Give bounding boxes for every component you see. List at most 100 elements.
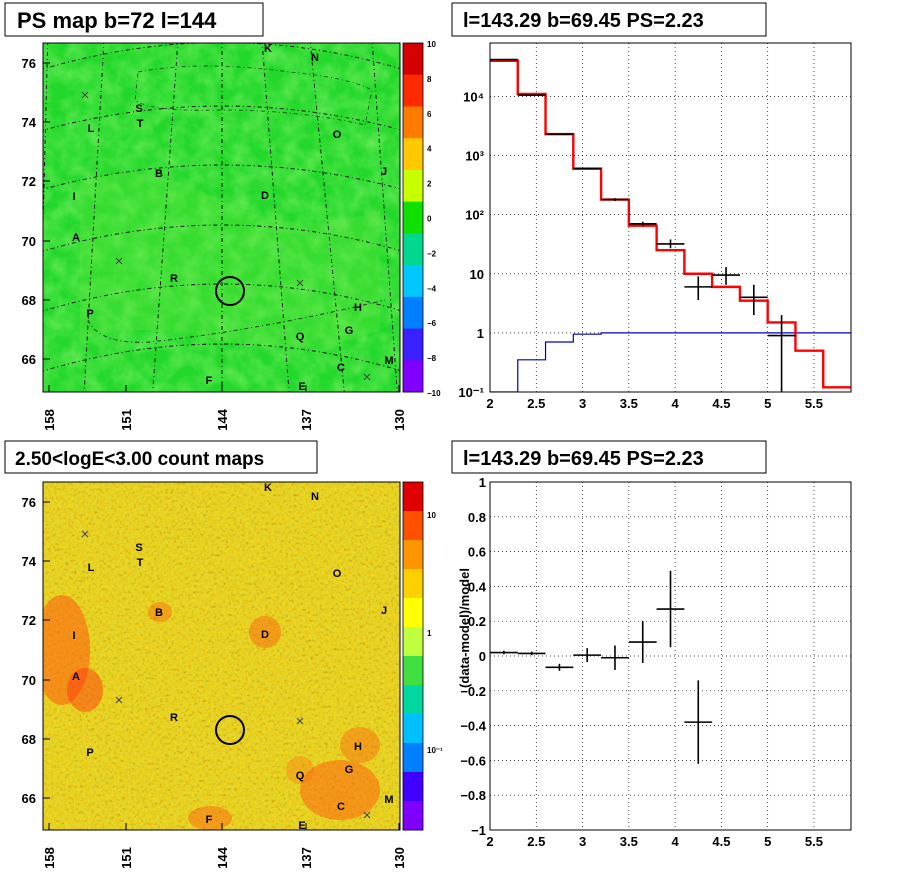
lat-tick-label: 70 — [22, 673, 36, 688]
colorbar-frame — [402, 481, 424, 831]
colorbar-band — [403, 169, 423, 203]
residual-x-tick-label: 3 — [579, 834, 586, 849]
source-label-G: G — [345, 325, 354, 337]
spectrum-ps-model-line — [490, 332, 851, 392]
lat-tick-label: 74 — [22, 554, 37, 569]
residual-y-tick-label: 0.6 — [468, 545, 486, 560]
colorbar-tick-label: 2 — [427, 180, 432, 189]
colorbar-band — [403, 511, 423, 541]
spectrum-ticks: 2 2.5 3 3.5 4 4.5 5 5.5 10⁻¹ 1 10 10² 10³ 10⁴ — [458, 89, 823, 411]
spectrum-y-tick-label: 10⁴ — [463, 89, 484, 104]
lat-tick-label: 76 — [22, 495, 36, 510]
residual-x-tick-label: 4.5 — [712, 834, 730, 849]
source-label-B: B — [155, 607, 163, 619]
source-label-L: L — [88, 123, 95, 135]
colorbar-tick-label: 6 — [427, 110, 432, 119]
colorbar-tick-label: −4 — [427, 284, 437, 293]
residual-frame — [489, 481, 852, 831]
lon-tick-label: 137 — [299, 847, 314, 869]
colorbar-band — [403, 801, 423, 831]
source-label-K: K — [264, 43, 272, 55]
residual-y-tick-label: 0 — [479, 649, 486, 664]
lon-tick-label: 151 — [119, 847, 134, 869]
spectrum-title: l=143.29 b=69.45 PS=2.23 — [463, 10, 704, 32]
residual-y-tick-label: −0.6 — [460, 753, 486, 768]
colorbar-band — [403, 233, 423, 266]
source-label-M: M — [384, 355, 393, 367]
colorbar-tick-label: −6 — [427, 319, 437, 328]
lat-tick-label: 70 — [22, 234, 36, 249]
colorbar-band — [403, 265, 423, 298]
colorbar-band — [403, 540, 423, 570]
source-label-A: A — [72, 232, 80, 244]
ps-map-lighter-region — [80, 173, 380, 348]
residual-ylabel: (data-model)/model — [457, 568, 472, 688]
spectrum-y-tick-label: 10 — [470, 267, 484, 282]
source-label-Q: Q — [296, 331, 305, 343]
spectrum-title-box — [451, 2, 767, 37]
spectrum-y-tick-label: 10³ — [465, 149, 484, 164]
source-label-P: P — [86, 308, 93, 320]
lon-tick-label: 158 — [42, 847, 57, 869]
lon-tick-label: 151 — [119, 409, 134, 431]
spectrum-x-tick-label: 3 — [579, 396, 586, 411]
lat-tick-label: 66 — [22, 352, 36, 367]
ps-map-colorbar-bands — [402, 42, 424, 393]
source-label-O: O — [333, 568, 342, 580]
colorbar-band — [403, 328, 423, 361]
source-label-D: D — [261, 629, 269, 641]
colorbar-tick-label: 1 — [427, 629, 432, 638]
source-label-F: F — [206, 375, 213, 387]
residual-y-tick-label: −1 — [471, 823, 486, 838]
colorbar-tick-label: −2 — [427, 249, 437, 258]
colorbar-band — [403, 43, 423, 76]
count-map-lon-ticks: 158 151 144 137 130 — [42, 823, 407, 869]
colorbar-band — [403, 360, 423, 393]
colorbar-frame — [402, 42, 424, 393]
count-map-lat-ticks: 76 74 72 70 68 66 — [22, 495, 50, 806]
residual-x-tick-label: 2 — [486, 834, 493, 849]
source-label-P: P — [86, 747, 93, 759]
ps-map-title-box — [4, 2, 264, 37]
source-label-A: A — [72, 671, 80, 683]
lon-tick-label: 130 — [392, 847, 407, 869]
source-label-S: S — [135, 542, 142, 554]
spectrum-x-tick-label: 3.5 — [620, 396, 638, 411]
residual-y-tick-label: 0.8 — [468, 510, 486, 525]
count-map-cross-markers — [81, 530, 371, 819]
source-label-N: N — [311, 491, 319, 503]
count-map-colorbar-bands — [402, 481, 424, 831]
source-label-M: M — [384, 794, 393, 806]
residual-x-tick-label: 3.5 — [620, 834, 638, 849]
source-label-H: H — [354, 741, 362, 753]
colorbar-tick-label: 0 — [427, 215, 432, 224]
residual-title: l=143.29 b=69.45 PS=2.23 — [463, 448, 704, 470]
spectrum-x-tick-label: 4 — [672, 396, 680, 411]
ps-map-target-circle — [215, 276, 245, 306]
source-label-N: N — [311, 52, 319, 64]
colorbar-band — [403, 106, 423, 139]
colorbar-band — [403, 296, 423, 330]
spectrum-total-model-line — [490, 59, 851, 389]
count-map-panel: K N ST L O B J I D A R H P G Q C M F E 10 1 10⁻¹ 76 74 72 70 68 6… — [4, 440, 443, 869]
colorbar-tick-label: −10 — [427, 389, 441, 398]
spectrum-x-tick-label: 2 — [486, 396, 493, 411]
source-label-E: E — [298, 381, 305, 393]
colorbar-band — [403, 627, 423, 657]
spectrum-plot-area — [490, 58, 851, 392]
ps-map-cross-markers — [81, 91, 371, 381]
count-map-title-box — [4, 440, 318, 474]
colorbar-band — [403, 772, 423, 802]
source-label-B: B — [155, 168, 163, 180]
residual-y-tick-label: −0.4 — [460, 719, 486, 734]
lat-tick-label: 68 — [22, 732, 36, 747]
spectrum-y-tick-label: 10⁻¹ — [458, 385, 484, 400]
source-label-E: E — [298, 820, 305, 832]
lon-tick-label: 144 — [215, 846, 230, 868]
residual-y-tick-label: −0.2 — [460, 684, 486, 699]
lat-tick-label: 66 — [22, 791, 36, 806]
spectrum-y-tick-label: 10² — [465, 208, 484, 223]
spectrum-panel: 2 2.5 3 3.5 4 4.5 5 5.5 10⁻¹ 1 10 10² 10³ 10⁴ l=143.2… — [451, 2, 852, 411]
colorbar-tick-label: 10 — [427, 511, 436, 520]
